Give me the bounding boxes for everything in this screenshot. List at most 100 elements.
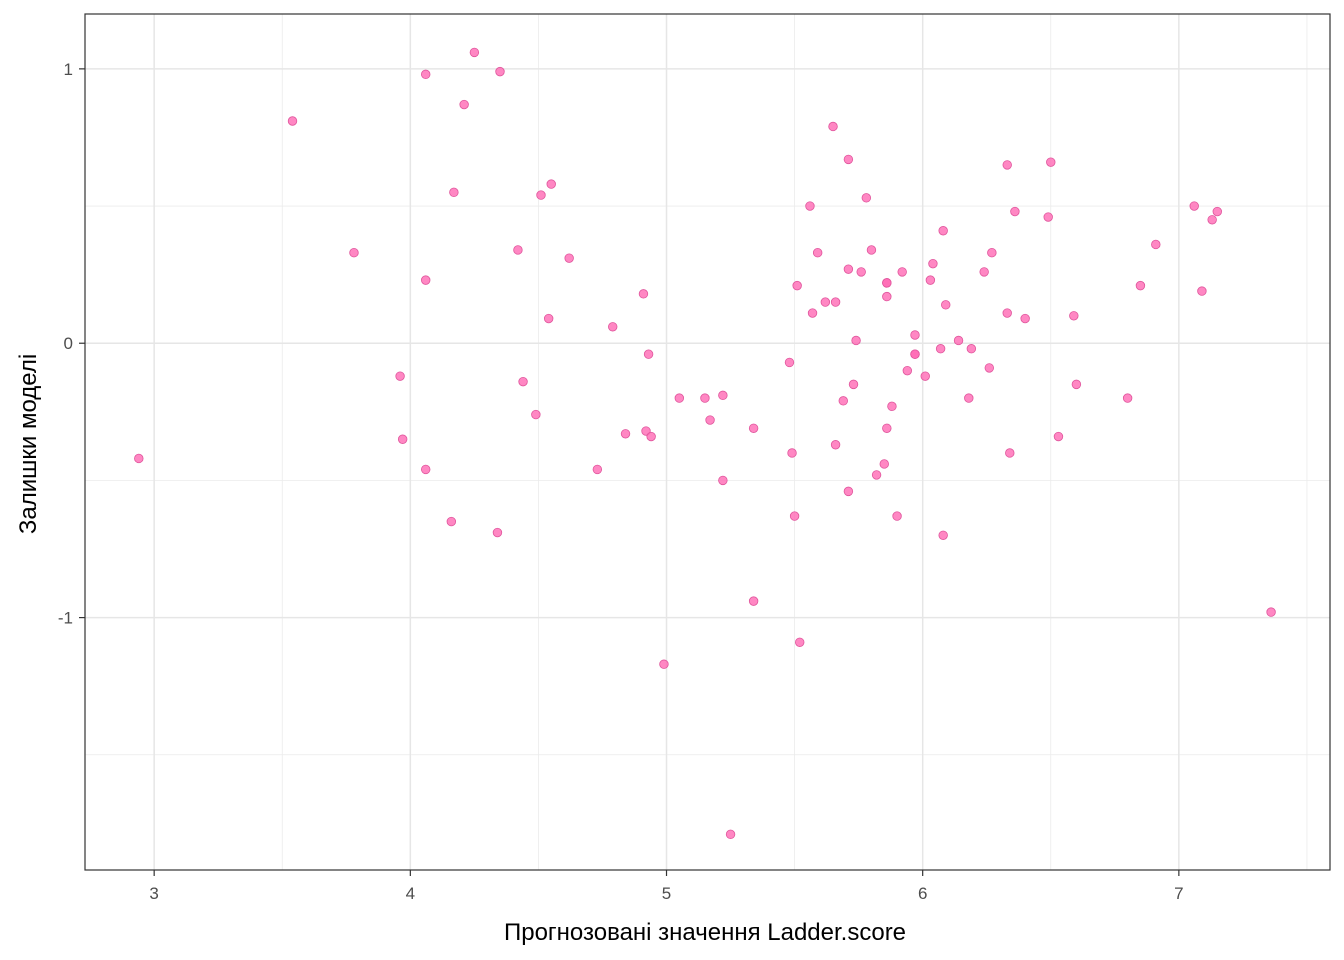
y-axis-ticks: -1 0 1 <box>58 60 85 628</box>
data-point <box>920 371 930 381</box>
data-point <box>925 275 936 285</box>
minor-gridlines <box>85 14 1330 870</box>
data-point <box>1069 311 1079 321</box>
y-tick-label: 1 <box>64 60 73 79</box>
data-point <box>820 297 831 307</box>
data-point <box>882 291 892 302</box>
data-point <box>748 596 759 606</box>
data-point <box>964 393 974 403</box>
data-point <box>1002 308 1012 318</box>
data-point <box>882 423 892 433</box>
data-point <box>446 516 457 527</box>
data-point <box>979 267 989 277</box>
data-point <box>828 121 838 132</box>
data-point <box>513 245 523 255</box>
major-gridlines <box>85 14 1330 870</box>
data-point <box>938 226 948 236</box>
data-point <box>1020 313 1030 324</box>
data-point <box>646 431 656 442</box>
data-point <box>984 363 994 373</box>
data-point <box>887 401 897 412</box>
data-point <box>495 66 505 77</box>
data-point <box>659 659 669 669</box>
data-point <box>966 344 977 354</box>
data-point <box>287 116 298 126</box>
data-point <box>469 47 480 58</box>
data-point <box>643 349 654 359</box>
data-point <box>395 371 405 381</box>
data-point <box>879 459 889 469</box>
data-point <box>397 434 408 444</box>
data-point <box>789 511 800 521</box>
data-point <box>843 486 854 497</box>
data-point <box>536 190 546 200</box>
x-axis-ticks: 3 4 5 6 7 <box>149 870 1184 903</box>
data-point <box>1010 206 1020 217</box>
data-point <box>449 187 459 198</box>
data-point <box>518 376 528 387</box>
data-point <box>787 448 797 458</box>
data-point <box>871 470 882 480</box>
data-point <box>843 264 854 274</box>
data-point <box>792 280 802 291</box>
data-point <box>1071 379 1082 390</box>
data-point <box>349 247 359 258</box>
data-point <box>674 393 685 403</box>
plot-panel-border <box>84 13 1331 871</box>
data-point <box>459 99 469 110</box>
data-point <box>725 829 736 840</box>
data-point <box>897 267 907 277</box>
data-point <box>902 365 913 376</box>
data-point <box>938 530 948 540</box>
data-point <box>848 379 859 390</box>
data-point <box>1189 201 1199 211</box>
data-point <box>492 527 503 538</box>
data-point <box>795 637 805 647</box>
data-point <box>784 357 795 368</box>
data-point <box>928 258 938 269</box>
y-tick-label: -1 <box>58 609 73 628</box>
data-point <box>1122 393 1133 403</box>
data-point <box>1212 206 1222 217</box>
data-point <box>134 453 144 464</box>
y-axis-title: Залишки моделі <box>15 354 42 534</box>
data-points <box>134 47 1276 840</box>
data-point <box>421 464 431 475</box>
data-point <box>543 313 554 324</box>
data-point <box>843 154 854 165</box>
data-point <box>953 335 964 346</box>
data-point <box>805 201 815 211</box>
x-tick-label: 7 <box>1174 884 1183 903</box>
data-point <box>987 247 997 258</box>
data-point <box>531 409 541 420</box>
data-point <box>892 511 902 521</box>
data-point <box>861 193 872 203</box>
x-axis-title: Прогнозовані значення Ladder.score <box>504 919 906 946</box>
data-point <box>1043 212 1053 222</box>
data-point <box>866 245 877 255</box>
data-point <box>910 330 920 340</box>
data-point <box>700 393 710 403</box>
data-point <box>807 308 818 318</box>
y-tick-label: 0 <box>64 334 73 353</box>
data-point <box>851 335 861 346</box>
data-point <box>564 253 574 263</box>
data-point <box>935 344 946 354</box>
x-tick-label: 6 <box>918 884 927 903</box>
data-point <box>830 297 841 307</box>
data-point <box>608 322 618 332</box>
data-point <box>882 278 892 288</box>
data-point <box>1053 431 1064 442</box>
x-tick-label: 5 <box>662 884 671 903</box>
x-tick-label: 3 <box>149 884 158 903</box>
data-point <box>910 349 920 359</box>
data-point <box>638 289 649 299</box>
data-point <box>546 179 556 189</box>
data-point <box>1197 286 1207 296</box>
data-point <box>838 396 848 406</box>
data-point <box>1135 280 1146 291</box>
data-point <box>1005 448 1015 458</box>
data-point <box>1151 239 1161 250</box>
data-point <box>830 440 841 450</box>
